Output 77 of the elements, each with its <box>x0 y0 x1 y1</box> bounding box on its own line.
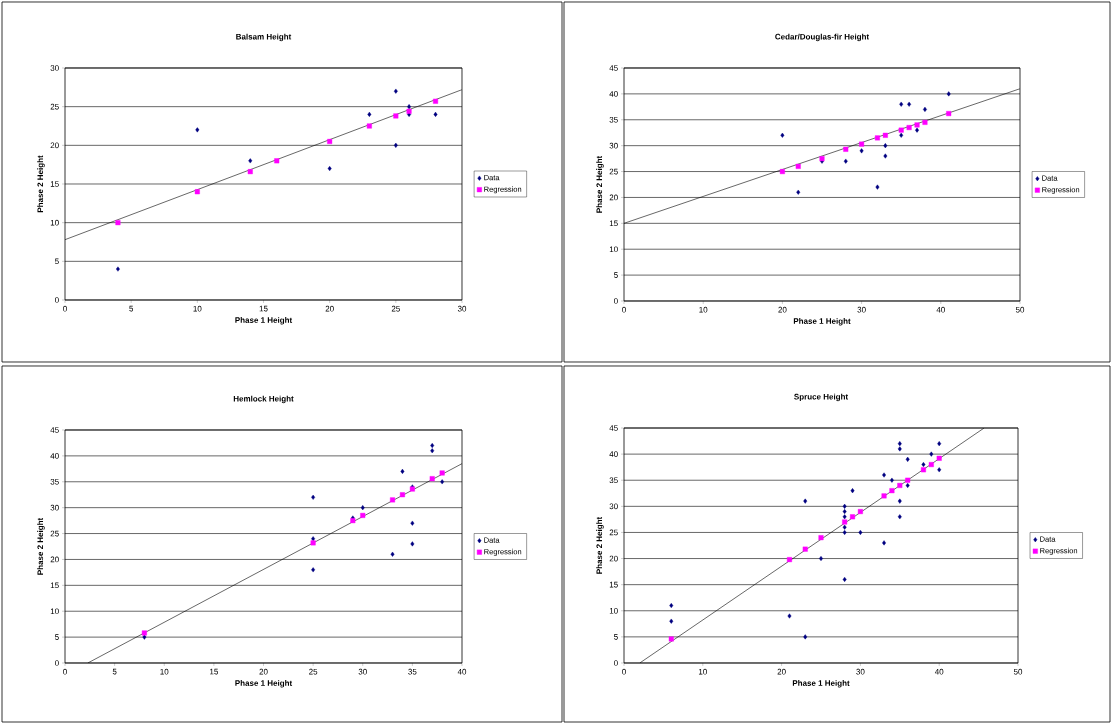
chart-title: Hemlock Height <box>233 395 294 404</box>
y-tick-label: 35 <box>609 477 618 484</box>
x-tick-label: 35 <box>408 668 417 675</box>
x-tick-label: 50 <box>1013 668 1023 675</box>
y-tick-label: 25 <box>609 168 618 175</box>
y-tick-label: 10 <box>609 246 618 253</box>
x-tick-label: 30 <box>857 306 866 313</box>
x-tick-label: 40 <box>457 668 467 675</box>
y-tick-label: 5 <box>55 634 59 640</box>
x-tick-label: 25 <box>391 305 400 312</box>
x-tick-label: 30 <box>358 668 367 675</box>
y-tick-label: 15 <box>609 220 618 227</box>
x-tick-label: 15 <box>210 668 218 675</box>
x-tick-label: 5 <box>112 668 117 675</box>
y-tick-label: 35 <box>609 116 618 123</box>
x-tick-label: 30 <box>856 668 865 675</box>
x-tick-label: 10 <box>160 668 169 675</box>
y-tick-label: 30 <box>50 504 59 511</box>
y-tick-label: 5 <box>614 272 618 278</box>
y-axis-title: Phase 2 Height <box>37 155 45 213</box>
y-tick-label: 25 <box>50 103 59 110</box>
y-axis-title: Phase 2 Height <box>596 516 604 574</box>
x-tick-label: 10 <box>193 305 202 312</box>
y-tick-label: 15 <box>50 181 59 187</box>
y-axis-title: Phase 2 Height <box>596 155 604 213</box>
y-tick-label: 30 <box>50 65 59 71</box>
x-tick-label: 50 <box>1015 306 1025 313</box>
y-tick-label: 20 <box>50 142 59 149</box>
y-tick-label: 5 <box>55 258 59 265</box>
y-tick-label: 45 <box>609 65 618 71</box>
x-tick-label: 25 <box>309 668 318 675</box>
x-tick-label: 20 <box>778 306 787 313</box>
x-tick-label: 20 <box>259 668 268 675</box>
y-tick-label: 15 <box>50 582 59 589</box>
chart-title: Balsam Height <box>236 33 292 42</box>
y-tick-label: 45 <box>50 427 59 433</box>
y-tick-label: 30 <box>609 142 618 149</box>
y-tick-label: 10 <box>50 608 59 615</box>
y-tick-label: 0 <box>614 298 618 304</box>
x-tick-label: 40 <box>934 668 944 675</box>
y-tick-label: 30 <box>609 503 618 510</box>
y-tick-label: 5 <box>614 634 618 640</box>
y-tick-label: 0 <box>55 660 59 666</box>
x-tick-label: 20 <box>325 305 334 312</box>
x-axis-title: Phase 1 Height <box>235 317 293 325</box>
y-tick-label: 40 <box>609 451 618 457</box>
y-tick-label: 20 <box>609 555 618 562</box>
x-tick-label: 5 <box>129 305 134 312</box>
x-axis-title: Phase 1 Height <box>235 680 293 688</box>
x-tick-label: 0 <box>622 306 626 313</box>
x-tick-label: 0 <box>63 668 67 675</box>
y-tick-label: 40 <box>609 91 618 97</box>
x-tick-label: 0 <box>622 668 626 675</box>
y-axis-title: Phase 2 Height <box>37 517 45 575</box>
x-tick-label: 10 <box>698 668 707 675</box>
x-tick-label: 0 <box>63 305 67 312</box>
x-tick-label: 30 <box>457 305 467 312</box>
y-tick-label: 25 <box>609 529 618 536</box>
chart-title: Spruce Height <box>794 393 849 402</box>
y-tick-label: 10 <box>50 219 59 226</box>
y-tick-label: 0 <box>55 297 59 303</box>
y-tick-label: 40 <box>50 453 59 459</box>
y-tick-label: 10 <box>609 607 618 614</box>
y-tick-label: 15 <box>609 581 618 588</box>
x-tick-label: 10 <box>699 306 708 313</box>
y-tick-label: 45 <box>609 425 618 431</box>
x-tick-label: 15 <box>259 305 268 312</box>
y-tick-label: 25 <box>50 530 59 537</box>
y-tick-label: 35 <box>50 478 59 485</box>
x-axis-title: Phase 1 Height <box>793 318 851 326</box>
y-tick-label: 20 <box>50 556 59 563</box>
y-tick-label: 20 <box>609 194 618 201</box>
x-axis-title: Phase 1 Height <box>792 680 850 688</box>
y-tick-label: 0 <box>614 660 618 666</box>
chart-title: Cedar/Douglas-fir Height <box>775 33 870 42</box>
x-tick-label: 40 <box>936 306 945 313</box>
x-tick-label: 20 <box>777 668 786 675</box>
